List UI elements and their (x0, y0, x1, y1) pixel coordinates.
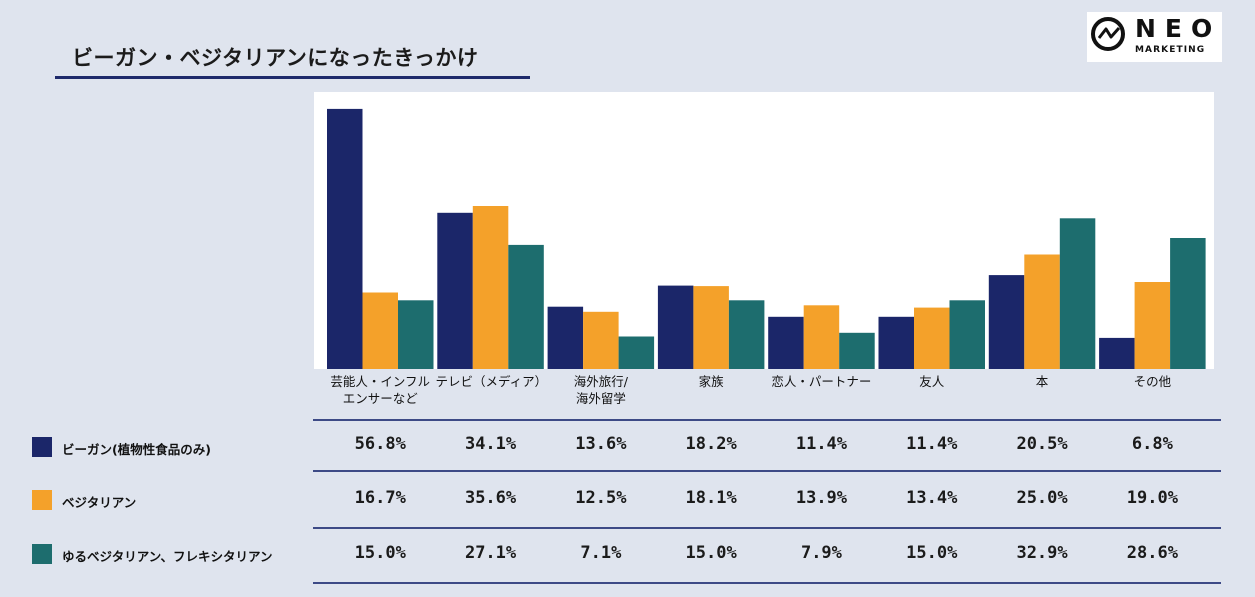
legend-label: ビーガン(植物性食品のみ) (62, 442, 211, 457)
logo-word: NEO (1135, 14, 1222, 43)
table-cell: 12.5% (575, 488, 627, 508)
table-cell: 7.9% (800, 543, 842, 563)
legend-label: ベジタリアン (62, 495, 137, 510)
legend-label: ゆるベジタリアン、フレキシタリアン (62, 549, 273, 564)
table-cell: 56.8% (354, 434, 406, 454)
bar-chart (327, 108, 1206, 370)
bar-s2-c2 (618, 336, 655, 369)
table-cell: 25.0% (1016, 488, 1068, 508)
legend-swatch (32, 437, 52, 457)
bar-s0-c1 (437, 212, 473, 369)
table-cell: 11.4% (906, 434, 958, 454)
bar-s0-c2 (547, 306, 584, 369)
table-cell: 27.1% (464, 543, 517, 563)
table-rule-1 (313, 419, 1221, 421)
category-label: 家族 (698, 374, 724, 389)
bar-s2-c6 (1059, 218, 1096, 369)
bar-s2-c4 (839, 332, 875, 369)
category-label: テレビ（メディア） (435, 374, 548, 389)
table-cell: 6.8% (1131, 434, 1173, 454)
page-title: ビーガン・ベジタリアンになったきっかけ (72, 46, 479, 70)
bar-s0-c7 (1099, 337, 1135, 369)
table-cell: 13.6% (575, 434, 627, 454)
legend-swatch (32, 490, 52, 510)
legend-swatch (32, 544, 52, 564)
category-label: 友人 (919, 374, 945, 389)
category-label: 芸能人・インフル エンサーなど (330, 374, 431, 406)
category-label: 海外旅行/海外留学 (573, 374, 628, 406)
bar-s1-c6 (1024, 254, 1060, 369)
bar-s0-c5 (878, 316, 914, 369)
bar-s1-c1 (472, 206, 509, 369)
table-rule-3 (313, 527, 1221, 529)
chart-plot-area (314, 92, 1214, 370)
bar-s0-c6 (988, 275, 1025, 369)
table-rule-4 (313, 582, 1221, 584)
bar-s2-c0 (398, 300, 434, 369)
table-cell: 32.9% (1016, 543, 1068, 563)
bar-s2-c3 (728, 300, 765, 369)
table-cell: 15.0% (354, 543, 406, 563)
logo-subtitle: MARKETING (1135, 45, 1206, 55)
table-cell: 7.1% (580, 543, 622, 563)
bar-s1-c0 (362, 292, 398, 369)
bar-s1-c4 (803, 305, 840, 369)
bar-s2-c7 (1170, 238, 1206, 369)
category-label: その他 (1133, 374, 1172, 389)
bar-s0-c3 (657, 285, 694, 369)
bar-s1-c5 (914, 307, 950, 369)
table-cell: 18.2% (685, 434, 737, 454)
category-label: 恋人・パートナー (771, 374, 872, 389)
bar-s2-c5 (949, 300, 985, 369)
bar-s1-c3 (693, 286, 729, 369)
bar-s1-c2 (583, 311, 619, 370)
table-cell: 20.5% (1016, 434, 1068, 454)
table-cell: 34.1% (464, 434, 517, 454)
bar-s0-c4 (768, 316, 804, 369)
table-cell: 15.0% (685, 543, 737, 563)
table-cell: 13.4% (906, 488, 958, 508)
table-cell: 28.6% (1126, 543, 1178, 563)
category-label: 本 (1035, 374, 1049, 389)
logo-pulse-icon (1091, 17, 1125, 51)
table-cell: 35.6% (464, 488, 517, 508)
title-underline (55, 76, 530, 79)
table-cell: 16.7% (354, 488, 406, 508)
bar-s2-c1 (508, 244, 544, 369)
table-cell: 15.0% (906, 543, 958, 563)
table-cell: 11.4% (795, 434, 848, 454)
neo-marketing-logo: NEO MARKETING (1087, 12, 1222, 62)
bar-s1-c7 (1134, 282, 1171, 369)
table-cell: 13.9% (795, 488, 848, 508)
table-cell: 19.0% (1126, 488, 1178, 508)
table-cell: 18.1% (685, 488, 737, 508)
bar-s0-c0 (327, 108, 363, 370)
table-rule-2 (313, 470, 1221, 472)
